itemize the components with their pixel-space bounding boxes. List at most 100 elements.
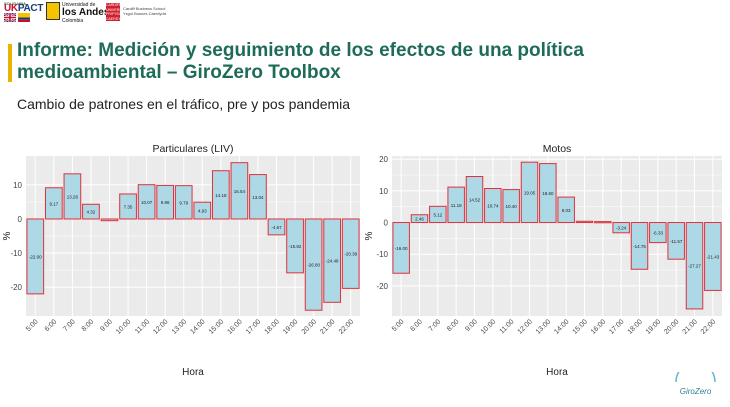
uniandes-line2: los Andes bbox=[62, 7, 110, 18]
x-tick-label: 12:00 bbox=[152, 318, 169, 335]
data-label: -24.48 bbox=[326, 259, 339, 264]
data-label: 2.46 bbox=[415, 217, 424, 222]
x-tick-label: 12:00 bbox=[517, 318, 534, 335]
data-label: 14.18 bbox=[215, 193, 227, 198]
bar bbox=[575, 220, 594, 224]
data-label: -26.80 bbox=[307, 263, 320, 268]
data-label: -22.00 bbox=[29, 254, 42, 259]
bar bbox=[520, 161, 539, 224]
y-tick-label: -10 bbox=[10, 249, 22, 258]
data-label: 14.52 bbox=[469, 198, 481, 203]
x-tick-label: 6:00 bbox=[44, 318, 59, 333]
data-label: -21.43 bbox=[706, 254, 719, 259]
data-label: 13.04 bbox=[252, 195, 264, 200]
bar bbox=[26, 218, 45, 295]
data-label: 16.54 bbox=[234, 189, 246, 194]
x-tick-label: 16:00 bbox=[226, 318, 243, 335]
bar bbox=[410, 214, 429, 224]
cardiff-line1: Cardiff Business School bbox=[123, 6, 166, 11]
uniandes-line1: Universidad de bbox=[62, 2, 96, 8]
x-tick-label: 20:00 bbox=[663, 318, 680, 335]
bar bbox=[249, 174, 267, 220]
bar bbox=[323, 218, 342, 303]
x-tick-label: 16:00 bbox=[590, 318, 607, 335]
cardiff-line2: Ysgol Busnes Caerdydd bbox=[123, 11, 166, 16]
data-label: -11.57 bbox=[670, 239, 683, 244]
x-tick-label: 14:00 bbox=[553, 318, 570, 335]
bar bbox=[429, 205, 447, 224]
bar bbox=[704, 222, 722, 291]
bar bbox=[502, 189, 520, 224]
uk-flag-icon bbox=[4, 13, 16, 22]
x-tick-label: 7:00 bbox=[62, 318, 77, 333]
x-tick-label: 5:00 bbox=[25, 318, 40, 333]
x-tick-label: 10:00 bbox=[480, 318, 497, 335]
x-axis-label: Hora bbox=[182, 367, 204, 378]
bar bbox=[685, 222, 704, 310]
bar bbox=[230, 162, 249, 220]
data-label: -27.27 bbox=[688, 264, 701, 269]
page-subtitle: Cambio de patrones en el tráfico, pre y … bbox=[17, 96, 351, 112]
x-tick-label: 7:00 bbox=[428, 318, 443, 333]
y-tick-label: -20 bbox=[376, 282, 388, 291]
bar bbox=[100, 218, 119, 222]
y-tick-label: 10 bbox=[379, 187, 388, 196]
title-accent-bar bbox=[8, 44, 12, 82]
data-label: -6.33 bbox=[653, 231, 664, 236]
x-tick-label: 13:00 bbox=[535, 318, 552, 335]
x-tick-label: 17:00 bbox=[245, 318, 262, 335]
ukpact-logo: UKPACT bbox=[4, 3, 43, 14]
data-label: 10.40 bbox=[506, 204, 518, 209]
data-label: 9.86 bbox=[161, 200, 170, 205]
x-tick-label: 20:00 bbox=[301, 318, 318, 335]
y-tick-label: 10 bbox=[13, 181, 22, 190]
x-tick-label: 19:00 bbox=[282, 318, 299, 335]
bar bbox=[557, 196, 575, 224]
data-label: 9.79 bbox=[179, 200, 188, 205]
chart-title: Particulares (LIV) bbox=[152, 143, 233, 155]
bar bbox=[392, 222, 410, 274]
bar bbox=[193, 201, 212, 220]
data-label: -15.82 bbox=[289, 244, 302, 249]
data-label: 7.35 bbox=[124, 204, 133, 209]
bar bbox=[447, 186, 465, 224]
bar bbox=[137, 184, 156, 220]
bar bbox=[465, 176, 484, 224]
y-tick-label: 20 bbox=[379, 155, 388, 164]
x-tick-label: 22:00 bbox=[700, 318, 717, 335]
bar bbox=[649, 222, 667, 244]
data-label: 8.03 bbox=[562, 208, 571, 213]
bar bbox=[156, 184, 175, 220]
chart-motos: 20 10 0 -10 -20 -16.00 5:00 2.46 6:00 5.12 7:00 11.… bbox=[364, 143, 722, 378]
page-title: Informe: Medición y seguimiento de los e… bbox=[17, 40, 584, 83]
x-tick-label: 17:00 bbox=[608, 318, 625, 335]
ukpact-tag: SOLIDARIA bbox=[4, 1, 26, 6]
bar bbox=[484, 188, 502, 224]
x-tick-label: 5:00 bbox=[391, 318, 406, 333]
bar bbox=[63, 173, 82, 220]
x-tick-label: 18:00 bbox=[264, 318, 281, 335]
x-tick-label: 18:00 bbox=[627, 318, 644, 335]
data-label: -16.00 bbox=[395, 246, 408, 251]
data-label: 10.74 bbox=[487, 204, 499, 209]
bar bbox=[630, 222, 649, 270]
bar bbox=[539, 163, 557, 224]
y-tick-label: 0 bbox=[18, 215, 23, 224]
bar bbox=[119, 193, 137, 220]
data-label: 4.93 bbox=[198, 209, 207, 214]
girozero-footer-logo: GiroZero bbox=[675, 372, 716, 396]
data-label: 10.07 bbox=[141, 200, 153, 205]
x-tick-label: 8:00 bbox=[81, 318, 96, 333]
x-tick-label: 9:00 bbox=[464, 318, 479, 333]
girozero-swoosh-icon bbox=[675, 372, 716, 383]
girozero-logo-text: GiroZero bbox=[680, 387, 712, 396]
bar bbox=[341, 218, 360, 289]
bar bbox=[174, 185, 193, 220]
ukpact-name: PACT bbox=[17, 3, 44, 14]
data-label: 19.05 bbox=[524, 190, 536, 195]
data-label: -14.75 bbox=[633, 244, 646, 249]
x-tick-label: 6:00 bbox=[409, 318, 424, 333]
x-tick-label: 8:00 bbox=[446, 318, 461, 333]
bar bbox=[267, 218, 286, 236]
bar bbox=[211, 170, 230, 220]
